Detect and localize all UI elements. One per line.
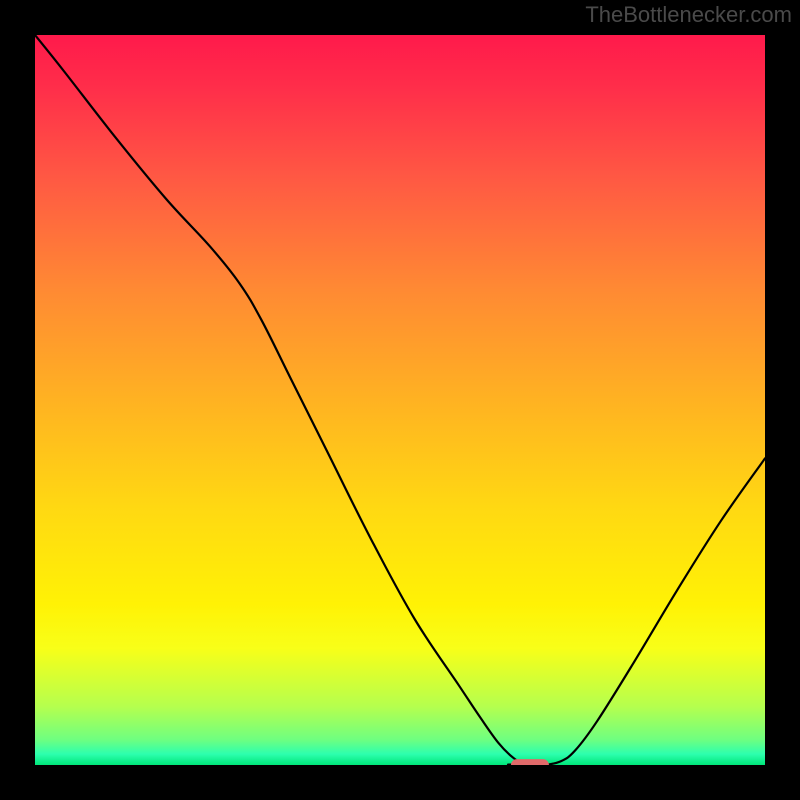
outer-frame: TheBottlenecker.com: [0, 0, 800, 800]
plot-overlay: [35, 35, 765, 765]
plot-area: [35, 35, 765, 765]
watermark-text: TheBottlenecker.com: [585, 2, 792, 28]
bottleneck-curve: [35, 35, 765, 765]
optimal-marker-pill: [511, 759, 549, 765]
